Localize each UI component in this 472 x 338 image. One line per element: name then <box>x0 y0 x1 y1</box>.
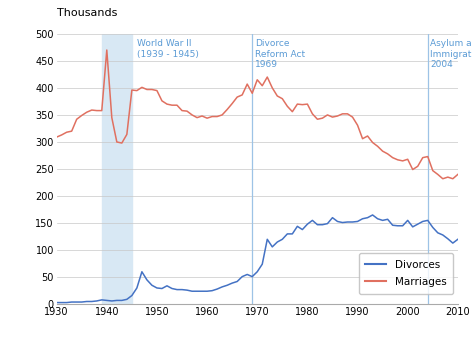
Bar <box>102 34 132 304</box>
Text: Thousands: Thousands <box>57 7 117 18</box>
Legend: Divorces, Marriages: Divorces, Marriages <box>359 254 453 294</box>
Text: Asylum and
Immigration Act
2004: Asylum and Immigration Act 2004 <box>430 39 472 69</box>
Text: World War II
(1939 - 1945): World War II (1939 - 1945) <box>137 39 199 58</box>
Text: Divorce
Reform Act
1969: Divorce Reform Act 1969 <box>255 39 305 69</box>
